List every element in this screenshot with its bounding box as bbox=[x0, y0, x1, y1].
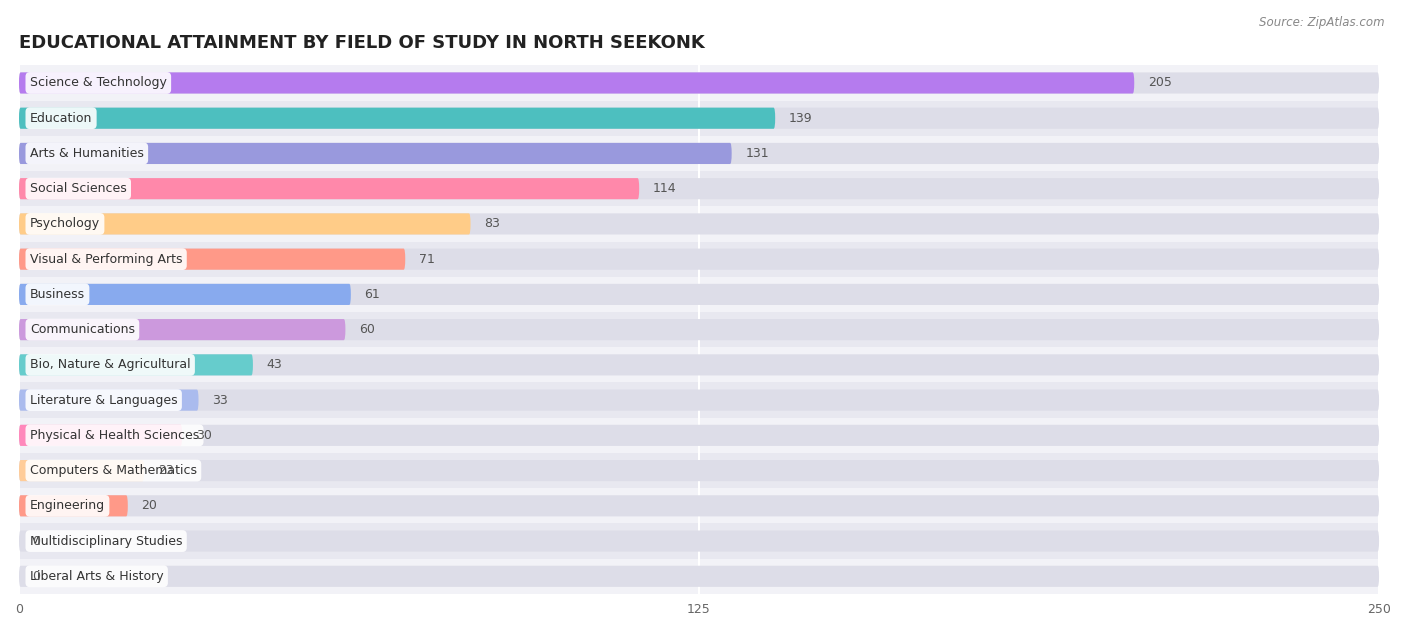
FancyBboxPatch shape bbox=[20, 284, 1379, 305]
Text: Business: Business bbox=[30, 288, 84, 301]
FancyBboxPatch shape bbox=[20, 495, 128, 516]
FancyBboxPatch shape bbox=[20, 425, 1379, 446]
FancyBboxPatch shape bbox=[20, 108, 1379, 129]
Bar bbox=[20, 277, 1379, 312]
Text: 0: 0 bbox=[32, 534, 41, 548]
Text: 61: 61 bbox=[364, 288, 380, 301]
Bar bbox=[20, 242, 1379, 277]
Bar bbox=[20, 171, 1379, 206]
Text: Psychology: Psychology bbox=[30, 218, 100, 230]
FancyBboxPatch shape bbox=[20, 73, 1379, 93]
FancyBboxPatch shape bbox=[20, 108, 775, 129]
Text: EDUCATIONAL ATTAINMENT BY FIELD OF STUDY IN NORTH SEEKONK: EDUCATIONAL ATTAINMENT BY FIELD OF STUDY… bbox=[20, 34, 704, 52]
Text: Visual & Performing Arts: Visual & Performing Arts bbox=[30, 252, 183, 266]
FancyBboxPatch shape bbox=[20, 566, 1379, 587]
FancyBboxPatch shape bbox=[20, 143, 1379, 164]
FancyBboxPatch shape bbox=[20, 425, 183, 446]
Text: Literature & Languages: Literature & Languages bbox=[30, 394, 177, 406]
FancyBboxPatch shape bbox=[20, 389, 1379, 411]
Text: Education: Education bbox=[30, 112, 93, 125]
FancyBboxPatch shape bbox=[20, 213, 471, 235]
Bar bbox=[20, 382, 1379, 418]
Bar bbox=[20, 418, 1379, 453]
Text: Physical & Health Sciences: Physical & Health Sciences bbox=[30, 429, 200, 442]
FancyBboxPatch shape bbox=[20, 249, 405, 269]
Bar bbox=[20, 206, 1379, 242]
FancyBboxPatch shape bbox=[20, 73, 1135, 93]
FancyBboxPatch shape bbox=[20, 531, 1379, 551]
Bar bbox=[20, 524, 1379, 558]
FancyBboxPatch shape bbox=[20, 460, 1379, 481]
Text: 139: 139 bbox=[789, 112, 813, 125]
Bar bbox=[20, 312, 1379, 347]
Text: Source: ZipAtlas.com: Source: ZipAtlas.com bbox=[1260, 16, 1385, 29]
Text: 60: 60 bbox=[359, 323, 375, 336]
Text: 205: 205 bbox=[1147, 76, 1171, 90]
Bar bbox=[20, 136, 1379, 171]
Text: Liberal Arts & History: Liberal Arts & History bbox=[30, 570, 163, 583]
FancyBboxPatch shape bbox=[20, 389, 198, 411]
Text: Multidisciplinary Studies: Multidisciplinary Studies bbox=[30, 534, 183, 548]
Text: Communications: Communications bbox=[30, 323, 135, 336]
Text: 131: 131 bbox=[745, 147, 769, 160]
FancyBboxPatch shape bbox=[20, 354, 253, 375]
Text: Arts & Humanities: Arts & Humanities bbox=[30, 147, 143, 160]
Text: 20: 20 bbox=[142, 499, 157, 512]
Bar bbox=[20, 66, 1379, 100]
FancyBboxPatch shape bbox=[20, 249, 1379, 269]
Text: 0: 0 bbox=[32, 570, 41, 583]
FancyBboxPatch shape bbox=[20, 213, 1379, 235]
FancyBboxPatch shape bbox=[20, 495, 1379, 516]
Bar bbox=[20, 453, 1379, 488]
FancyBboxPatch shape bbox=[20, 143, 731, 164]
Text: 43: 43 bbox=[267, 358, 283, 372]
Bar bbox=[20, 347, 1379, 382]
Text: Social Sciences: Social Sciences bbox=[30, 182, 127, 195]
FancyBboxPatch shape bbox=[20, 460, 145, 481]
FancyBboxPatch shape bbox=[20, 284, 352, 305]
Text: Computers & Mathematics: Computers & Mathematics bbox=[30, 464, 197, 477]
FancyBboxPatch shape bbox=[20, 319, 346, 340]
Bar bbox=[20, 558, 1379, 594]
Text: 30: 30 bbox=[195, 429, 212, 442]
Text: Bio, Nature & Agricultural: Bio, Nature & Agricultural bbox=[30, 358, 190, 372]
Text: 23: 23 bbox=[157, 464, 173, 477]
Text: Engineering: Engineering bbox=[30, 499, 105, 512]
Text: 114: 114 bbox=[652, 182, 676, 195]
Bar bbox=[20, 488, 1379, 524]
Bar bbox=[20, 100, 1379, 136]
FancyBboxPatch shape bbox=[20, 178, 640, 199]
FancyBboxPatch shape bbox=[20, 354, 1379, 375]
FancyBboxPatch shape bbox=[20, 319, 1379, 340]
Text: 33: 33 bbox=[212, 394, 228, 406]
Text: 71: 71 bbox=[419, 252, 434, 266]
Text: Science & Technology: Science & Technology bbox=[30, 76, 167, 90]
Text: 83: 83 bbox=[484, 218, 501, 230]
FancyBboxPatch shape bbox=[20, 178, 1379, 199]
